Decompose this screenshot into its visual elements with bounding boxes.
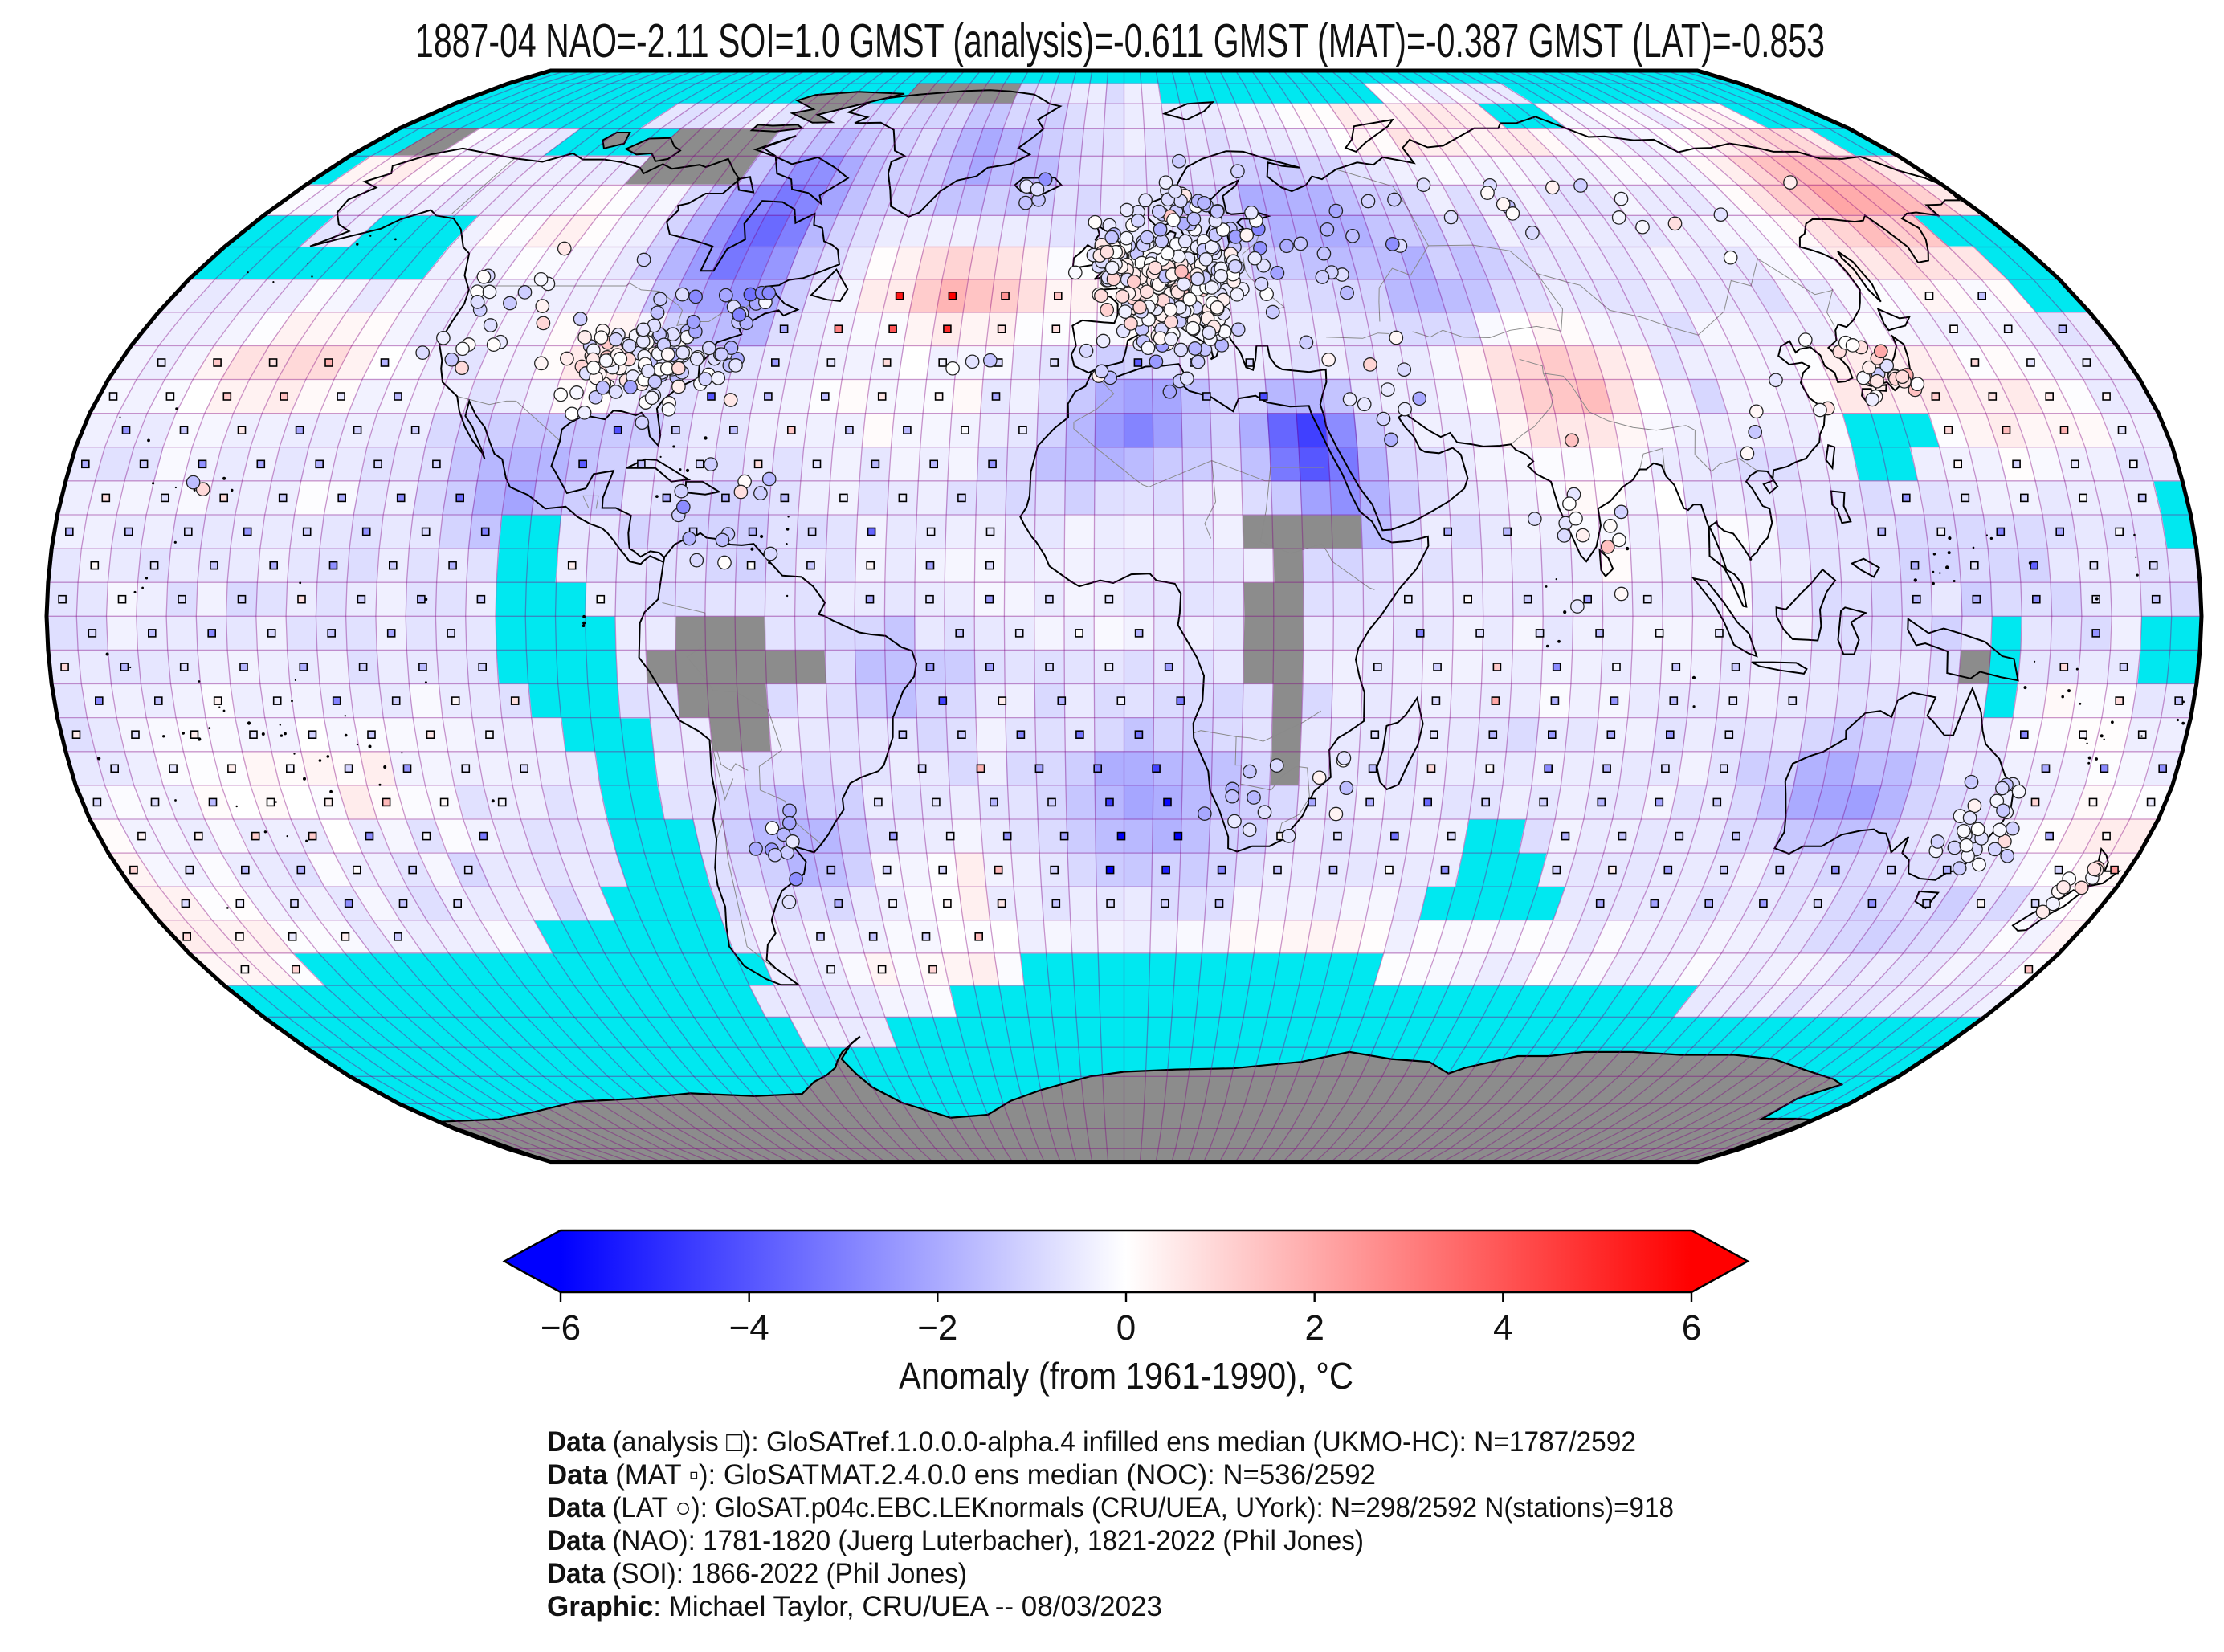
svg-text:Data (NAO): 1781-1820 (Juerg L: Data (NAO): 1781-1820 (Juerg Luterbacher… bbox=[547, 1525, 1364, 1556]
svg-text:0: 0 bbox=[1116, 1308, 1136, 1348]
svg-text:1887-04 NAO=-2.11 SOI=1.0 GMST: 1887-04 NAO=-2.11 SOI=1.0 GMST (analysis… bbox=[415, 14, 1825, 67]
svg-text:2: 2 bbox=[1304, 1308, 1324, 1348]
svg-text:−6: −6 bbox=[541, 1308, 581, 1348]
svg-text:Graphic: Michael Taylor, CRU/U: Graphic: Michael Taylor, CRU/UEA -- 08/0… bbox=[547, 1591, 1162, 1622]
svg-text:−2: −2 bbox=[917, 1308, 957, 1348]
svg-text:4: 4 bbox=[1493, 1308, 1512, 1348]
svg-text:Anomaly (from 1961-1990), °C: Anomaly (from 1961-1990), °C bbox=[899, 1355, 1353, 1397]
svg-text:6: 6 bbox=[1682, 1308, 1701, 1348]
svg-text:Data (MAT ▫): GloSATMAT.2.4.0.: Data (MAT ▫): GloSATMAT.2.4.0.0 ens medi… bbox=[547, 1459, 1376, 1491]
svg-text:−4: −4 bbox=[729, 1308, 769, 1348]
svg-text:Data (analysis □): GloSATref.1: Data (analysis □): GloSATref.1.0.0.0-alp… bbox=[547, 1426, 1636, 1458]
svg-text:Data (SOI): 1866-2022 (Phil Jo: Data (SOI): 1866-2022 (Phil Jones) bbox=[547, 1558, 967, 1589]
svg-text:Data (LAT ○): GloSAT.p04c.EBC.: Data (LAT ○): GloSAT.p04c.EBC.LEKnormals… bbox=[547, 1492, 1674, 1524]
